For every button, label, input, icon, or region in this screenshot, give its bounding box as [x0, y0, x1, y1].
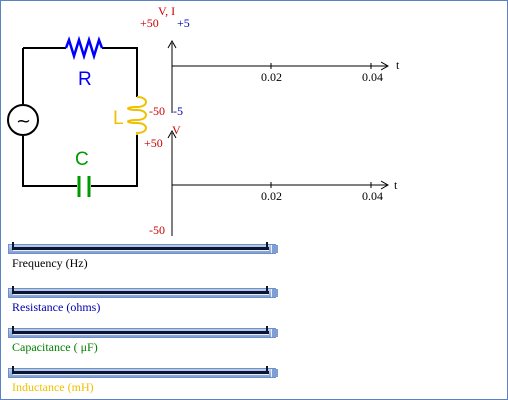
resistance-slider-tick-left [12, 286, 14, 294]
bottom-tick-label-002: 0.02 [261, 189, 282, 203]
wire-top-right [102, 47, 138, 97]
top-axis-label: V, I [158, 4, 175, 18]
bottom-x-arrow [380, 180, 390, 190]
top-i-max: +5 [177, 16, 190, 30]
capacitance-slider-groove [13, 331, 269, 335]
frequency-slider-tick-right [266, 242, 268, 250]
frequency-label: Frequency (Hz) [12, 256, 88, 270]
frequency-slider-groove [13, 247, 269, 251]
top-x-arrow [380, 61, 390, 71]
top-v-min: -50 [149, 104, 165, 118]
frequency-slider-thumb[interactable] [271, 245, 278, 253]
inductor-icon [127, 96, 147, 135]
inductance-slider-tick-right [266, 366, 268, 374]
capacitance-slider-tick-left [12, 326, 14, 334]
inductance-slider[interactable] [8, 366, 278, 378]
top-i-min: -5 [173, 104, 183, 118]
resistance-slider-thumb[interactable] [271, 289, 278, 297]
bottom-x-label: t [394, 178, 398, 192]
inductor-label: L [113, 108, 124, 129]
resistance-slider-groove [13, 291, 269, 295]
capacitance-label: Capacitance ( μF) [12, 340, 98, 354]
top-y-arrow [167, 39, 177, 49]
capacitance-slider[interactable] [8, 326, 278, 338]
resistance-label: Resistance (ohms) [12, 300, 101, 314]
frequency-slider-tick-left [12, 242, 14, 250]
resistor-label: R [78, 69, 92, 90]
resistor-icon [64, 35, 104, 61]
bottom-v-min: -50 [149, 223, 165, 237]
wire-right-bottom [91, 135, 138, 187]
capacitor-label: C [75, 149, 89, 170]
capacitance-slider-thumb[interactable] [271, 329, 278, 337]
top-x-label: t [396, 58, 400, 72]
resistance-slider[interactable] [8, 286, 278, 298]
inductance-slider-thumb[interactable] [271, 369, 278, 377]
ac-source-icon [7, 104, 39, 136]
wire-bottom-left [22, 136, 77, 187]
bottom-axis-label: V [172, 123, 181, 137]
rlc-circuit: R L C ~ [7, 35, 147, 197]
bottom-y-arrow [167, 129, 177, 139]
resistance-slider-tick-right [266, 286, 268, 294]
bottom-v-max: +50 [144, 136, 163, 150]
top-tick-label-004: 0.04 [362, 70, 383, 84]
top-tick-label-002: 0.02 [261, 70, 282, 84]
capacitance-slider-tick-right [266, 326, 268, 334]
frequency-slider[interactable] [8, 242, 278, 254]
inductance-slider-tick-left [12, 366, 14, 374]
bottom-tick-label-004: 0.04 [362, 189, 383, 203]
voltage-current-graph: V, I +50 +5 -50 -5 0.02 0.04 t V +50 -50… [140, 4, 400, 237]
top-v-max: +50 [140, 16, 159, 30]
inductance-label: Inductance (mH) [12, 380, 94, 394]
inductance-slider-groove [13, 371, 269, 375]
ac-source-symbol: ~ [16, 111, 31, 132]
